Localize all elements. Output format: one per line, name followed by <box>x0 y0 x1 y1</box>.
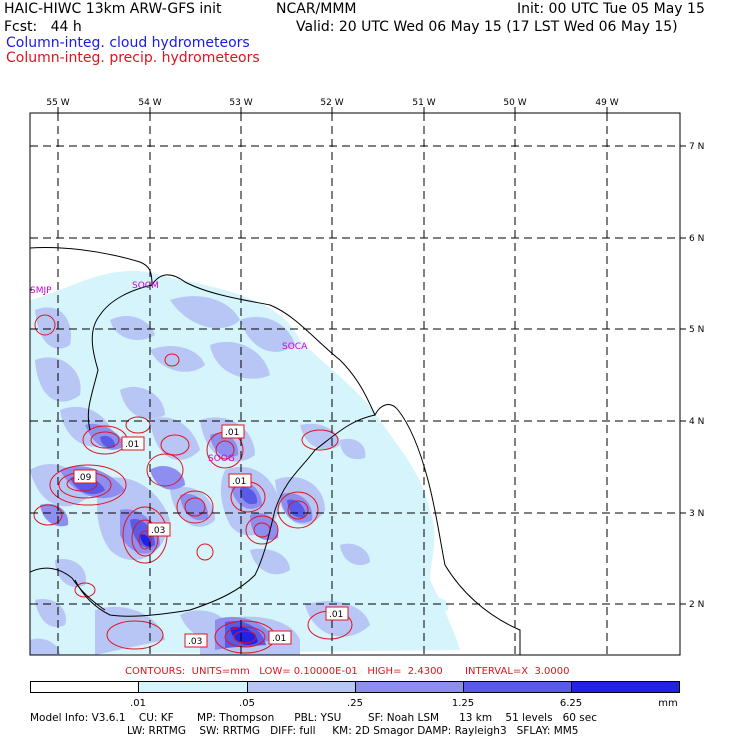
contour-label: .03 <box>151 526 165 536</box>
contour-label: .03 <box>188 637 202 647</box>
model-info-line2: LW: RRTMG SW: RRTMG DIFF: full KM: 2D Sm… <box>127 725 579 737</box>
colorbar-units: mm <box>658 698 678 709</box>
lat-label-2n: 2 N <box>689 600 704 610</box>
colorbar-bin-2 <box>247 681 355 693</box>
contour-label: .01 <box>232 477 246 487</box>
cloud-field-title: Column-integ. cloud hydrometeors <box>6 35 250 51</box>
lat-label-4n: 4 N <box>689 417 704 427</box>
colorbar-label: 1.25 <box>451 698 475 709</box>
contour-label: .09 <box>77 473 92 483</box>
lon-label-53w: 53 W <box>229 98 252 108</box>
lon-label-50w: 50 W <box>503 98 526 108</box>
contour-label: .01 <box>225 428 239 438</box>
colorbar-label: 6.25 <box>559 698 583 709</box>
contour-info: CONTOURS: UNITS=mm LOW= 0.10000E-01 HIGH… <box>125 666 570 677</box>
hydrometeor-shading <box>30 270 460 655</box>
colorbar-label: .01 <box>130 698 146 709</box>
colorbar-label: .25 <box>347 698 363 709</box>
coastlines-and-borders <box>30 247 521 655</box>
station-socm: SOCM <box>132 281 159 291</box>
shade-level-5 <box>140 534 258 645</box>
map-frame <box>29 112 681 656</box>
lat-label-6n: 6 N <box>689 234 704 244</box>
init-time: Init: 00 UTC Tue 05 May 15 <box>517 1 705 17</box>
colorbar-bin-4 <box>463 681 571 693</box>
lat-label-7n: 7 N <box>689 142 704 152</box>
axis-ticks <box>57 107 686 605</box>
colorbar-bin-0 <box>30 681 138 693</box>
lon-label-54w: 54 W <box>138 98 161 108</box>
organization-label: NCAR/MMM <box>276 1 357 17</box>
lat-label-3n: 3 N <box>689 509 704 519</box>
colorbar-bin-3 <box>355 681 463 693</box>
precip-field-title: Column-integ. precip. hydrometeors <box>6 50 260 66</box>
forecast-hour: Fcst: 44 h <box>4 19 82 35</box>
station-smjp: SMJP <box>30 286 52 296</box>
contour-label: .01 <box>272 634 286 644</box>
contour-value-labels: .01 .01 .09 .01 .03 .01 .03 .01 <box>73 424 349 648</box>
colorbar-bin-1 <box>138 681 247 693</box>
lat-label-5n: 5 N <box>689 325 704 335</box>
colorbar-bin-5 <box>571 681 680 693</box>
station-labels: SMJP SOCM SOCA SOOG <box>30 281 308 464</box>
lat-lon-grid <box>30 113 680 655</box>
model-info-line1: Model Info: V3.6.1 CU: KF MP: Thompson P… <box>30 712 597 724</box>
station-soog: SOOG <box>208 454 235 464</box>
longitude-labels: 55 W 54 W 53 W 52 W 51 W 50 W 49 W <box>46 98 618 108</box>
station-soca: SOCA <box>282 342 308 352</box>
lon-label-52w: 52 W <box>320 98 343 108</box>
contour-label: .01 <box>329 610 343 620</box>
contour-label: .01 <box>125 440 139 450</box>
latitude-labels: 7 N 6 N 5 N 4 N 3 N 2 N <box>689 142 704 610</box>
lon-label-55w: 55 W <box>46 98 69 108</box>
model-title: HAIC-HIWC 13km ARW-GFS init <box>4 1 222 17</box>
lon-label-49w: 49 W <box>595 98 618 108</box>
lon-label-51w: 51 W <box>412 98 435 108</box>
colorbar-label: .05 <box>239 698 255 709</box>
valid-time: Valid: 20 UTC Wed 06 May 15 (17 LST Wed … <box>296 19 678 35</box>
